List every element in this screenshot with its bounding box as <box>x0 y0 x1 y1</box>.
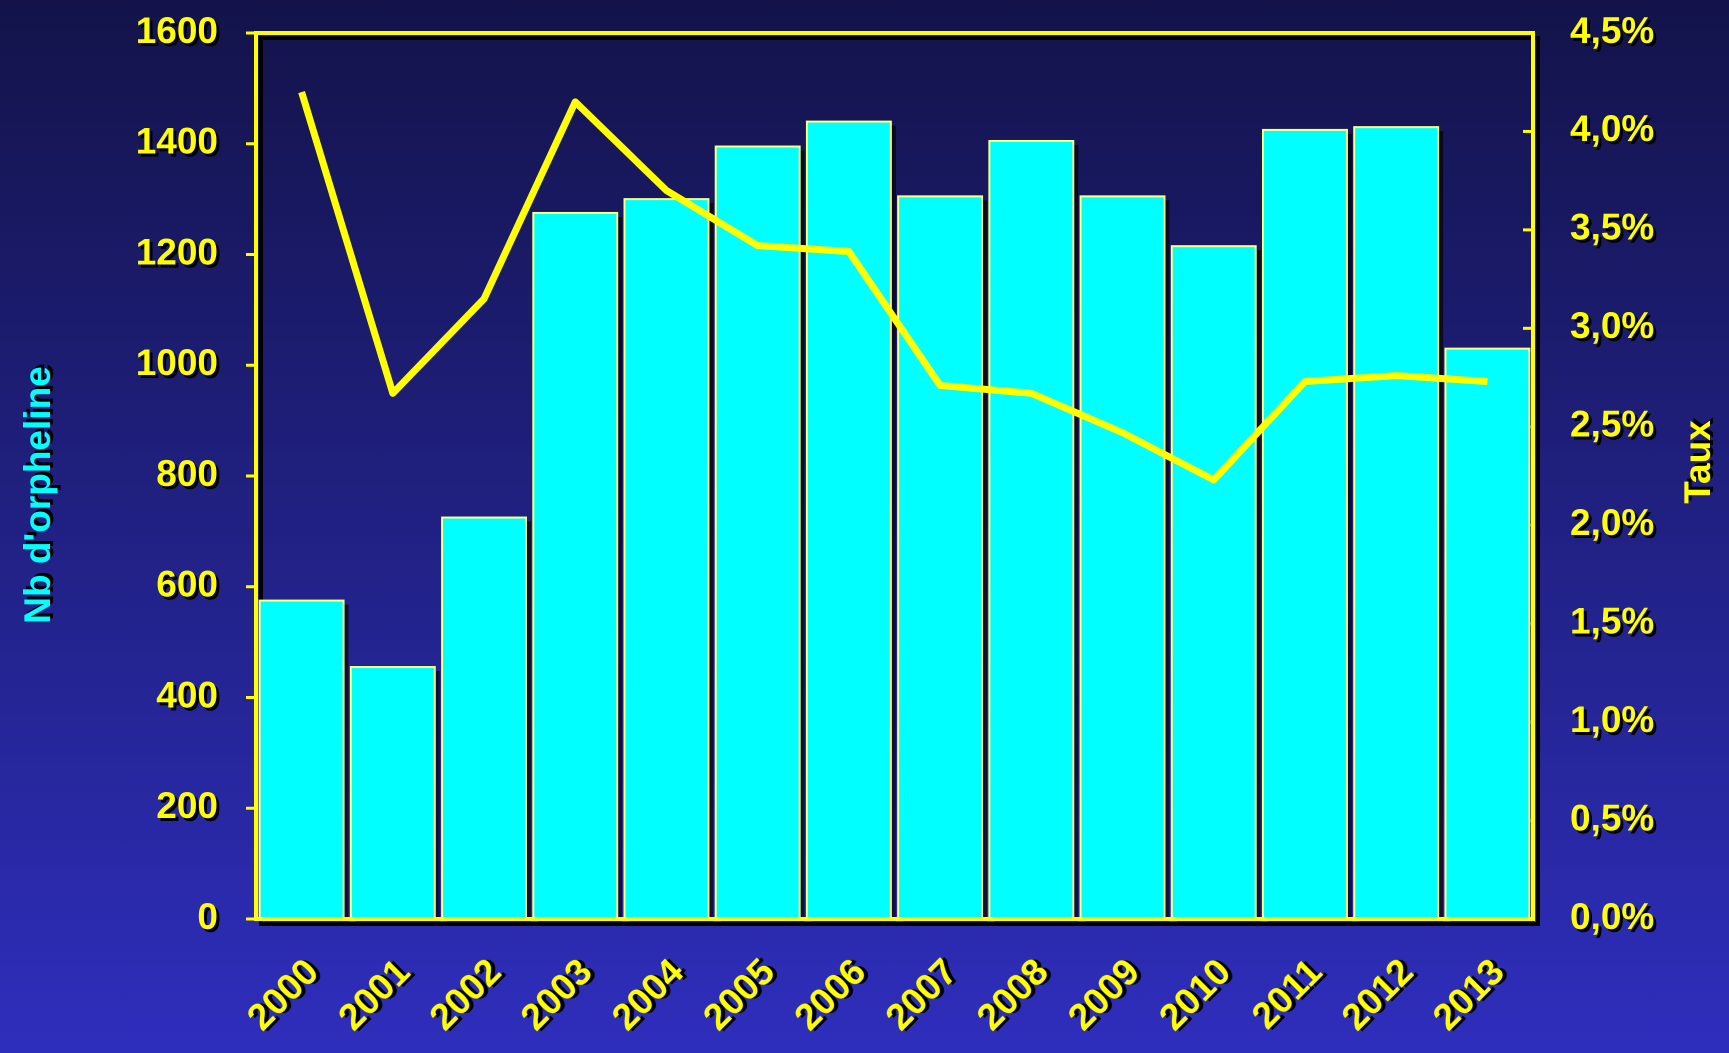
y-tick-label: 1200 <box>136 231 218 272</box>
y-tick-label: 400 <box>156 674 218 715</box>
bar <box>1444 347 1531 920</box>
bar <box>714 145 801 921</box>
x-tick-label: 2007 <box>877 951 964 1038</box>
x-tick-label: 2000 <box>239 951 326 1038</box>
y2-tick-label: 1,0% <box>1570 699 1654 740</box>
x-tick-label: 2009 <box>1060 951 1147 1038</box>
x-tick-label: 2004 <box>604 950 691 1037</box>
x-tick-label: 2003 <box>513 951 600 1038</box>
y2-tick-label: 0,0% <box>1570 896 1654 937</box>
y-axis-title: Nb d'orpheline <box>17 366 58 624</box>
y2-tick-label: 4,5% <box>1570 10 1654 51</box>
x-tick-label: 2008 <box>969 951 1056 1038</box>
bar <box>1262 128 1348 920</box>
y-tick-label: 1000 <box>136 342 218 383</box>
y-tick-label: 200 <box>156 785 218 826</box>
bar <box>532 211 619 920</box>
y2-tick-label: 2,0% <box>1570 502 1654 543</box>
x-tick-label: 2013 <box>1425 951 1512 1038</box>
plot-frame <box>254 31 1535 921</box>
x-tick-label: 2006 <box>786 951 873 1038</box>
y2-tick-label: 1,5% <box>1570 600 1654 641</box>
y-tick-label: 1600 <box>136 10 218 51</box>
y-tick-label: 800 <box>156 453 218 494</box>
bar <box>1170 245 1257 921</box>
x-tick-label: 2002 <box>421 951 508 1038</box>
x-tick-label: 2001 <box>330 951 417 1038</box>
bar <box>349 666 436 921</box>
y2-tick-label: 3,0% <box>1570 305 1654 346</box>
x-tick-label: 2011 <box>1244 951 1330 1037</box>
y2-tick-label: 4,0% <box>1570 108 1654 149</box>
bar <box>441 516 527 920</box>
bar <box>1079 195 1166 920</box>
y-tick-label: 600 <box>156 564 218 605</box>
line <box>298 91 1488 484</box>
x-tick-label: 2005 <box>695 951 782 1038</box>
bar <box>258 599 345 920</box>
bar <box>1353 126 1440 920</box>
x-tick-label: 2012 <box>1334 951 1421 1038</box>
y2-tick-label: 3,5% <box>1570 207 1654 248</box>
y-tick-label: 0 <box>197 896 218 937</box>
bar <box>988 139 1075 920</box>
bar <box>623 198 710 920</box>
x-tick-label: 2010 <box>1151 951 1238 1038</box>
y-tick-label: 1400 <box>136 121 218 162</box>
plot-shadow <box>259 36 1540 926</box>
bar <box>897 195 984 920</box>
y2-tick-label: 0,5% <box>1570 797 1654 838</box>
bar <box>805 120 892 921</box>
y2-tick-label: 2,5% <box>1570 404 1654 445</box>
y2-axis-title: Taux <box>1677 420 1718 504</box>
